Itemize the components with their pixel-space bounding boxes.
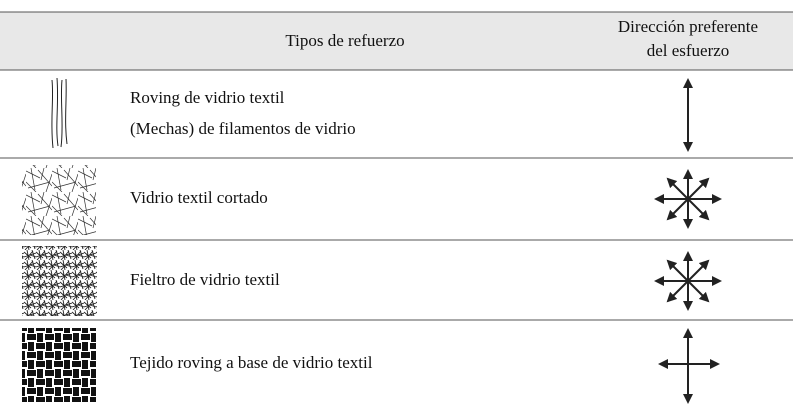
header-cell: Dirección preferente [618, 17, 758, 36]
row-text: Vidrio textil cortado [130, 188, 268, 207]
direction-icon [658, 328, 720, 404]
row-text: Roving de vidrio textil [130, 88, 285, 107]
row-text: (Mechas) de filamentos de vidrio [130, 119, 356, 138]
felt-icon [22, 246, 97, 316]
direction-icon [654, 169, 722, 229]
header-background [0, 12, 793, 70]
row-text: Fieltro de vidrio textil [130, 270, 280, 289]
row-text: Tejido roving a base de vidrio textil [130, 353, 373, 372]
header-cell: del esfuerzo [647, 41, 730, 60]
woven-icon [22, 328, 96, 402]
direction-icon [654, 251, 722, 311]
header-cell: Tipos de refuerzo [285, 31, 404, 50]
chopped-icon [22, 165, 96, 235]
roving-icon [51, 77, 68, 149]
